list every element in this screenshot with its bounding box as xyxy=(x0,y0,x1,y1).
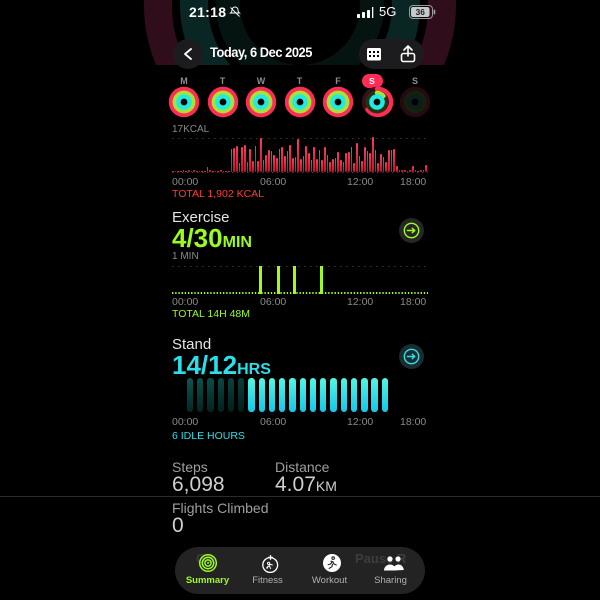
svg-text:36: 36 xyxy=(416,7,426,17)
